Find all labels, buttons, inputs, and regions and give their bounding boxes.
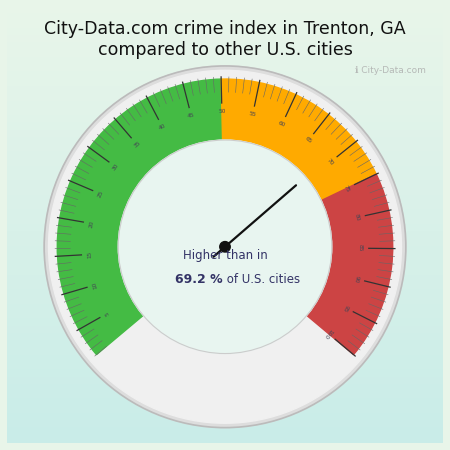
- Text: 90: 90: [353, 274, 360, 283]
- Text: 55: 55: [248, 111, 257, 118]
- Bar: [7, 72, 443, 80]
- Bar: [7, 203, 443, 211]
- Bar: [7, 102, 443, 109]
- Text: 65: 65: [304, 136, 313, 145]
- Bar: [7, 232, 443, 239]
- Bar: [7, 363, 443, 370]
- Circle shape: [44, 66, 406, 427]
- Bar: [7, 428, 443, 436]
- Bar: [7, 145, 443, 153]
- Circle shape: [49, 70, 401, 423]
- Bar: [7, 254, 443, 261]
- Bar: [7, 392, 443, 399]
- Bar: [7, 225, 443, 232]
- Bar: [7, 341, 443, 348]
- Bar: [7, 348, 443, 356]
- Bar: [7, 36, 443, 44]
- Bar: [7, 211, 443, 218]
- Text: ℹ City-Data.com: ℹ City-Data.com: [355, 66, 425, 75]
- Bar: [7, 276, 443, 283]
- Bar: [7, 44, 443, 51]
- Text: 20: 20: [89, 220, 95, 228]
- Circle shape: [118, 140, 332, 354]
- Text: 30: 30: [112, 162, 120, 171]
- Bar: [7, 14, 443, 22]
- Text: 45: 45: [187, 112, 196, 119]
- Text: 60: 60: [278, 121, 286, 128]
- Bar: [7, 153, 443, 160]
- Bar: [7, 320, 443, 327]
- Bar: [7, 29, 443, 36]
- Text: City-Data.com crime index in Trenton, GA
compared to other U.S. cities: City-Data.com crime index in Trenton, GA…: [44, 20, 406, 59]
- Bar: [7, 247, 443, 254]
- Text: 35: 35: [132, 140, 141, 149]
- Bar: [7, 356, 443, 363]
- Bar: [7, 269, 443, 276]
- Text: 75: 75: [343, 184, 351, 193]
- Wedge shape: [307, 174, 393, 355]
- Text: 100: 100: [323, 328, 334, 339]
- Text: Higher than in: Higher than in: [183, 249, 267, 262]
- Bar: [7, 290, 443, 297]
- Text: 50: 50: [218, 109, 226, 114]
- Wedge shape: [57, 79, 223, 355]
- Bar: [7, 283, 443, 290]
- Bar: [7, 239, 443, 247]
- Bar: [7, 80, 443, 87]
- Text: 15: 15: [87, 251, 93, 258]
- Bar: [7, 94, 443, 102]
- Bar: [7, 421, 443, 428]
- Bar: [7, 305, 443, 312]
- Text: 70: 70: [326, 158, 335, 166]
- Bar: [7, 181, 443, 189]
- Bar: [7, 196, 443, 203]
- Text: 85: 85: [358, 244, 363, 252]
- Bar: [7, 334, 443, 341]
- Text: of U.S. cities: of U.S. cities: [223, 273, 300, 286]
- Circle shape: [220, 242, 230, 252]
- Bar: [7, 167, 443, 174]
- Text: 10: 10: [92, 281, 99, 289]
- Bar: [7, 58, 443, 65]
- Bar: [7, 385, 443, 392]
- Bar: [7, 123, 443, 130]
- Bar: [7, 7, 443, 14]
- Text: 95: 95: [342, 303, 349, 312]
- Bar: [7, 22, 443, 29]
- Bar: [7, 261, 443, 269]
- Bar: [7, 65, 443, 72]
- Bar: [7, 130, 443, 138]
- Bar: [7, 327, 443, 334]
- Bar: [7, 312, 443, 319]
- Text: 25: 25: [97, 189, 104, 198]
- Bar: [7, 116, 443, 123]
- Bar: [7, 370, 443, 378]
- Bar: [7, 160, 443, 167]
- Bar: [7, 87, 443, 94]
- Text: 80: 80: [354, 213, 360, 222]
- Bar: [7, 189, 443, 196]
- Wedge shape: [221, 79, 376, 201]
- Bar: [7, 378, 443, 385]
- Text: 5: 5: [104, 310, 111, 316]
- Text: 69.2 %: 69.2 %: [175, 273, 223, 286]
- Bar: [7, 174, 443, 181]
- Bar: [7, 218, 443, 225]
- Text: 40: 40: [158, 123, 167, 131]
- Bar: [7, 51, 443, 58]
- Bar: [7, 406, 443, 414]
- Bar: [7, 414, 443, 421]
- Bar: [7, 436, 443, 443]
- Bar: [7, 109, 443, 116]
- Bar: [7, 138, 443, 145]
- Bar: [7, 399, 443, 406]
- Bar: [7, 297, 443, 305]
